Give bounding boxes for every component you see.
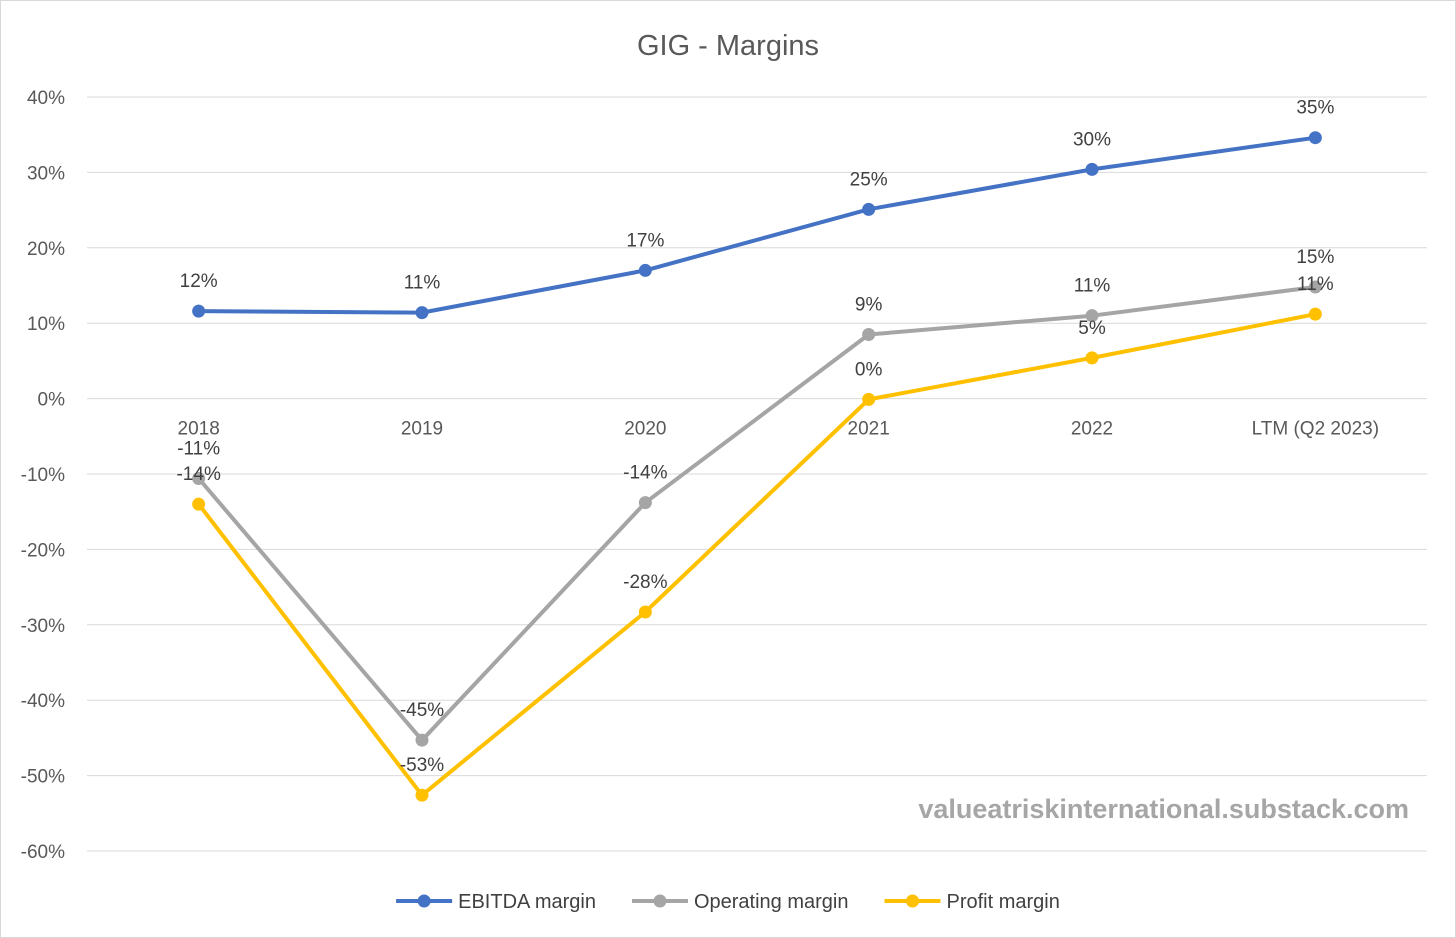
y-tick-label: 10% [27, 314, 65, 335]
data-point [192, 304, 206, 318]
data-point [1085, 162, 1099, 176]
x-tick-label: 2022 [1071, 419, 1113, 440]
y-axis-ticks: 40% 30% 20% 10% 0% -10% -20% -30% -40% -50% -60% [21, 88, 65, 863]
series-line-1 [196, 285, 1318, 743]
data-label: 11% [1297, 274, 1334, 295]
data-point [192, 497, 206, 511]
x-tick-label: 2019 [401, 419, 443, 440]
data-label: 15% [1296, 247, 1334, 268]
legend-marker [905, 894, 919, 908]
data-point [415, 788, 429, 802]
data-point [415, 733, 429, 747]
legend-marker [653, 894, 667, 908]
series-line-0 [196, 135, 1318, 315]
y-tick-label: 20% [27, 239, 65, 260]
data-labels: 12% 11% 17% 25% 30% 35% -11% -45% -14% 9% 11% 15% -1… [176, 98, 1334, 776]
data-label: 30% [1073, 129, 1111, 150]
x-tick-label: 2021 [848, 419, 890, 440]
x-axis-ticks: 2018 2019 2020 2021 2022 LTM (Q2 2023) [178, 419, 1380, 440]
y-tick-label: -30% [21, 616, 65, 637]
y-tick-label: -60% [21, 842, 65, 863]
x-tick-label: LTM (Q2 2023) [1252, 419, 1379, 440]
data-label: -11% [177, 439, 220, 460]
y-tick-label: -20% [21, 540, 65, 561]
data-label: -45% [400, 700, 444, 721]
y-tick-label: -40% [21, 691, 65, 712]
data-point [638, 263, 652, 277]
legend-label: Operating margin [694, 891, 849, 913]
data-point [1308, 280, 1322, 294]
data-point [415, 306, 429, 320]
gridlines [87, 96, 1427, 852]
data-label: 12% [180, 271, 218, 292]
series-line-2 [196, 312, 1318, 798]
legend-marker [417, 894, 431, 908]
data-point [862, 328, 876, 342]
data-label: 25% [850, 169, 888, 190]
data-point [862, 392, 876, 406]
data-label: 5% [1078, 318, 1106, 339]
data-label: -28% [623, 572, 667, 593]
data-label: -14% [623, 463, 667, 484]
data-point [1308, 131, 1322, 145]
data-label: 11% [404, 273, 441, 294]
data-label: 11% [1074, 276, 1111, 297]
watermark: valueatriskinternational.substack.com [918, 794, 1409, 824]
y-tick-label: 30% [27, 163, 65, 184]
x-tick-label: 2020 [624, 419, 666, 440]
x-tick-label: 2018 [178, 419, 220, 440]
data-label: 0% [855, 359, 883, 380]
chart-title: GIG - Margins [637, 30, 819, 62]
data-label: 9% [855, 295, 883, 316]
y-tick-label: 0% [38, 390, 66, 411]
data-label: -53% [400, 755, 444, 776]
data-point [1308, 307, 1322, 321]
data-label: -14% [176, 464, 220, 485]
data-point [1085, 309, 1099, 323]
legend-label: EBITDA margin [458, 891, 596, 913]
y-tick-label: -50% [21, 767, 65, 788]
data-point [638, 605, 652, 619]
data-label: 17% [626, 230, 664, 251]
data-label: 35% [1296, 98, 1334, 119]
data-point [638, 496, 652, 510]
data-point [862, 202, 876, 216]
legend: EBITDA margin Operating margin Profit marg… [396, 891, 1060, 913]
data-point [192, 472, 206, 486]
data-point [1085, 351, 1099, 365]
y-tick-label: -10% [21, 465, 65, 486]
legend-label: Profit margin [946, 891, 1059, 913]
y-tick-label: 40% [27, 88, 65, 109]
series-layer [192, 131, 1322, 802]
